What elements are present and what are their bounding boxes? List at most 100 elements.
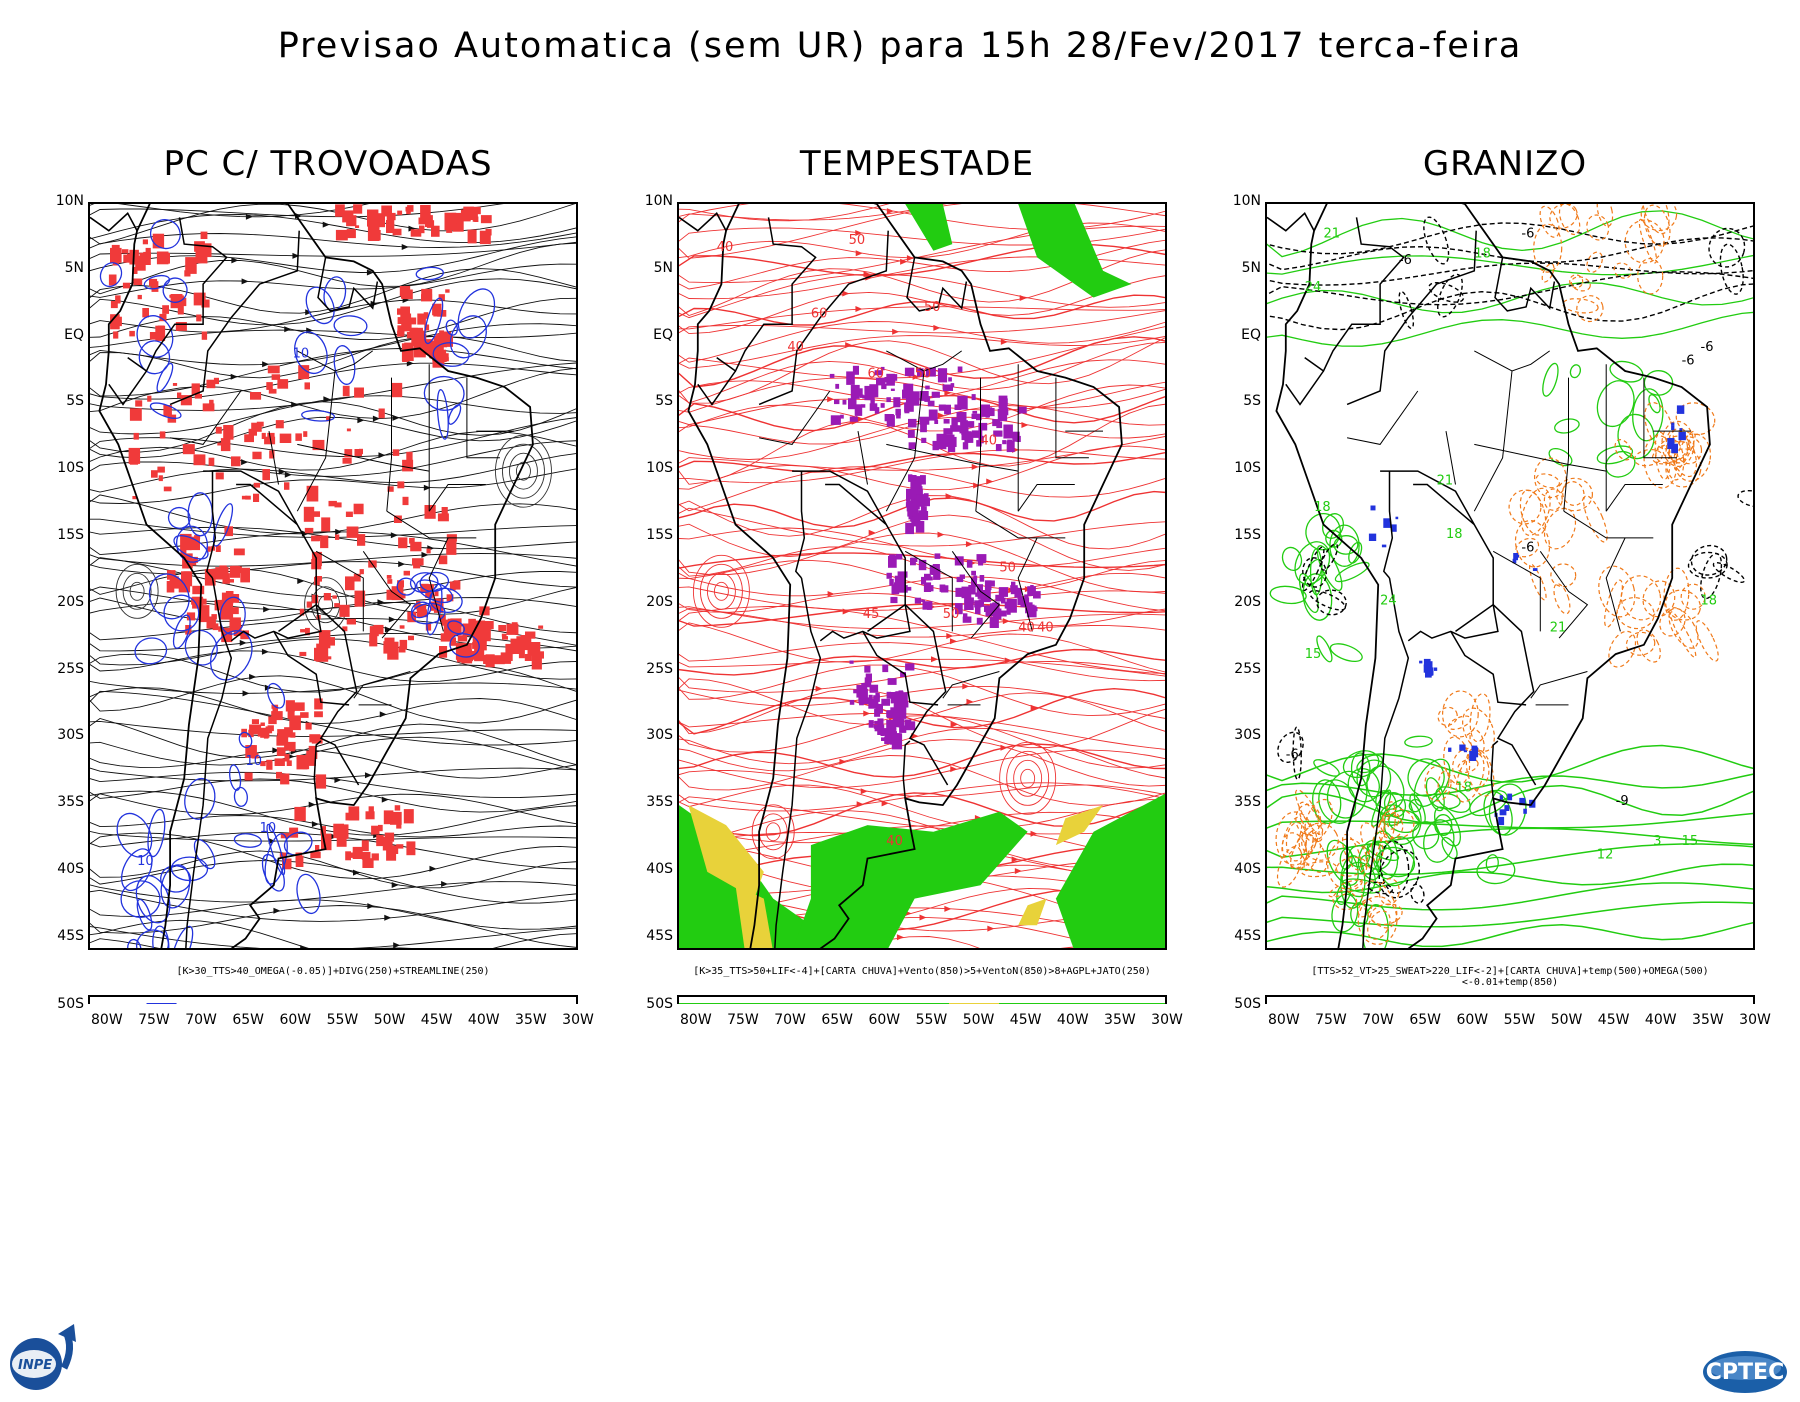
shaded-cell: [440, 633, 453, 642]
shaded-cell: [410, 541, 422, 552]
contour-line: [184, 777, 216, 820]
shaded-cell: [425, 623, 432, 631]
shaded-cell: [920, 506, 927, 512]
contour-line: [1617, 413, 1655, 460]
shaded-cell: [233, 548, 245, 556]
shaded-cell: [913, 488, 920, 495]
contour-line: [1342, 750, 1380, 779]
shaded-cell: [392, 228, 402, 236]
lat-label: 20S: [646, 593, 673, 610]
streamline-arrow: [322, 221, 330, 228]
shaded-cell: [1676, 405, 1685, 414]
shaded-cell: [423, 312, 429, 319]
lat-label: 40S: [57, 860, 84, 877]
shaded-cell: [918, 510, 925, 520]
coastline: [679, 212, 727, 232]
shaded-cell: [890, 596, 898, 604]
shaded-cell: [241, 495, 248, 500]
streamline: [90, 430, 576, 471]
shaded-cell: [323, 593, 331, 601]
shaded-cell: [859, 394, 864, 398]
shaded-cell: [865, 673, 872, 682]
shaded-cell: [371, 853, 379, 861]
shaded-cell: [217, 442, 222, 446]
streamline: [90, 395, 576, 435]
streamline-arrow: [1000, 338, 1008, 345]
contour-line: [1329, 643, 1363, 663]
contour-label: -6: [1701, 340, 1714, 355]
vortex-ring: [129, 581, 145, 601]
streamline-arrow: [892, 328, 900, 335]
shaded-cell: [193, 556, 198, 563]
lon-label: 45W: [1597, 1012, 1630, 1028]
shaded-cell: [1523, 808, 1527, 814]
contour-line: [1624, 219, 1665, 264]
shaded-cell: [224, 526, 233, 537]
streamline: [90, 214, 576, 244]
shaded-cell: [955, 603, 963, 615]
lat-label: 5S: [655, 393, 673, 410]
shaded-cell: [506, 623, 519, 635]
shaded-cell: [214, 599, 224, 611]
shaded-cell: [196, 314, 202, 322]
country-border: [108, 370, 148, 406]
lat-label: 15S: [57, 526, 84, 543]
streamline-arrow: [973, 482, 981, 489]
lat-label: 10N: [1232, 193, 1261, 209]
state-border: [886, 443, 1019, 472]
contour-line: [1659, 607, 1686, 637]
country-border: [205, 471, 217, 579]
contour-line: [1276, 846, 1303, 888]
streamline: [679, 532, 1165, 593]
shaded-cell: [835, 383, 840, 389]
shaded-cell: [157, 466, 165, 473]
panel-caption: [TTS>52_VT>25_SWEAT>220_LIF<-2]+[CARTA C…: [1311, 966, 1709, 988]
shaded-cell: [191, 597, 203, 605]
country-border: [1304, 217, 1405, 373]
contour-line: [1294, 541, 1331, 585]
shaded-cell: [169, 576, 175, 585]
shaded-cell: [518, 649, 525, 659]
contour-label: 60: [811, 307, 828, 322]
shaded-cell: [1498, 816, 1505, 826]
jet-core: [1018, 898, 1047, 926]
shaded-cell: [925, 585, 934, 592]
contour-line: [1367, 881, 1394, 895]
shaded-cell: [847, 377, 852, 381]
shaded-cell: [357, 534, 366, 546]
shaded-cell: [1004, 601, 1010, 609]
streamline-arrow: [845, 342, 853, 349]
streamline: [679, 685, 1165, 719]
lat-label: 5N: [1241, 259, 1261, 276]
shaded-cell: [479, 230, 491, 245]
state-border: [1563, 510, 1654, 539]
shaded-cell: [206, 379, 216, 389]
contour-line: [1267, 311, 1753, 347]
streamline: [90, 362, 576, 400]
shaded-cell: [1010, 585, 1018, 592]
lat-label: 30S: [646, 727, 673, 744]
lat-label: 5N: [653, 259, 673, 276]
country-border: [697, 370, 737, 406]
contour-label: 18: [1314, 500, 1331, 515]
streamline-arrow: [986, 478, 994, 485]
streamline-arrow: [384, 626, 392, 633]
shaded-cell: [1471, 745, 1478, 755]
contour-label: 3: [1653, 834, 1661, 849]
streamline: [90, 232, 576, 249]
shaded-cell: [890, 692, 899, 704]
shaded-cell: [137, 294, 142, 300]
streamline: [679, 239, 1165, 290]
shaded-cell: [421, 291, 431, 300]
shaded-cell: [271, 374, 281, 380]
shaded-cell: [1499, 795, 1503, 800]
contour-line: [1668, 607, 1699, 649]
lon-label: 75W: [138, 1012, 170, 1028]
shaded-cell: [268, 388, 277, 394]
shaded-cell: [407, 205, 414, 212]
lon-label: 30W: [1739, 1012, 1771, 1028]
contour-line: [1298, 801, 1323, 842]
country-border: [902, 740, 911, 799]
streamline: [90, 905, 576, 948]
shaded-cell: [869, 384, 879, 398]
